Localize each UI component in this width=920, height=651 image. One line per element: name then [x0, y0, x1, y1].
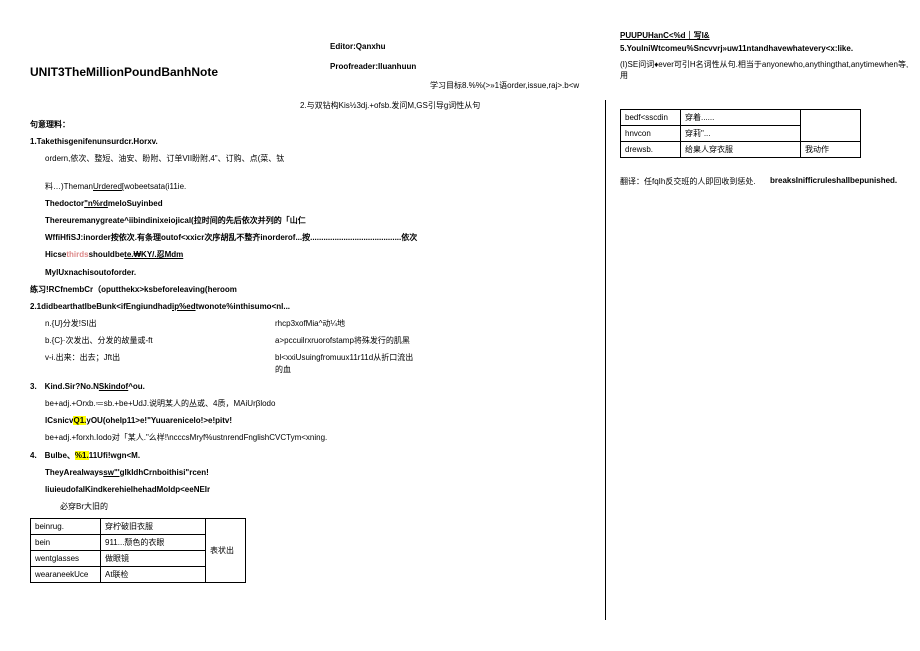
item4-l2: liuieudofalKindkerehielhehadMoIdp<eeNEIr: [45, 484, 600, 495]
cell: 穿柠破旧衣服: [101, 519, 206, 535]
item3-hc: ^ou.: [128, 382, 145, 391]
cell: drewsb.: [621, 142, 681, 158]
item3-hb: Skindof: [99, 382, 128, 391]
item1-l1: ordern,依次、整短、油安、盼附、订单VII盼附,4"、订购、点(菜、钛: [45, 153, 600, 164]
g3r: bl<xxiUsuingfromuux11r11d从折口流出的血: [275, 352, 415, 374]
g1l: n.{U}分发!SI出: [45, 318, 275, 329]
cell: 911...颓色的衣眼: [101, 535, 206, 551]
cell: 做眼镜: [101, 551, 206, 567]
wear-table-left: beinrug. 穿柠破旧衣服 表状出 bein 911...颓色的衣眼 wen…: [30, 518, 246, 583]
item1-l7: MylUxnachisoutoforder.: [45, 267, 600, 278]
cell: hnvcon: [621, 126, 681, 142]
g2l: b.{C}·次发出、分发的故量或-ft: [45, 335, 275, 346]
translation-left: 翻译：任fqIh反交班的人即回收到惩处.: [620, 176, 770, 187]
top-right-line-3: (I)SE问词♦ever可引H名词性从句.相当于anyonewho,anythi…: [620, 59, 910, 81]
cell: bedf<sscdin: [621, 110, 681, 126]
cell: wentglasses: [31, 551, 101, 567]
item1-l6a: Hicse: [45, 250, 66, 259]
item1-l6: Hicsethirdsshouldbete.₩KY/.忍Mdm: [45, 249, 600, 260]
cell: wearaneekUce: [31, 567, 101, 583]
cell: 穿莉"...: [681, 126, 801, 142]
item1-practice: 练习!RCfnembCr（oputthekx>ksbeforeleaving(h…: [30, 284, 600, 295]
left-column: UNIT3TheMillionPoundBanhNote 句意理料： 1.Tak…: [30, 30, 600, 583]
item3-l2a: lCsnicv: [45, 416, 73, 425]
item1-l3c: meloSuyinbed: [108, 199, 163, 208]
item1-l2a: 料…)Theman: [45, 182, 93, 191]
item4-l1: TheyArealwayssw"'gIkIdhCrnboithisi"rcen!: [45, 467, 600, 478]
cell: 表状出: [206, 519, 246, 583]
item3-l2c: yOU(ohelp11>e!"Yuuarenicelo!>e!pitv!: [86, 416, 232, 425]
top-right-line-2: 5.YoulniWtcomeu%Sncvvrj»uw11ntandhavewha…: [620, 44, 910, 53]
item1-l5: WffiHfiSJ:inorder按依次.有条理outof<xxicr次序胡乱不…: [45, 232, 600, 243]
cell: [801, 110, 861, 142]
item4-ha: 4. Bulbe、: [30, 451, 75, 460]
item3-ha: 3. Kind.Sir?No.N: [30, 382, 99, 391]
item1-l2b: Urdered: [93, 182, 122, 191]
item3-l2: lCsnicvQ1.yOU(ohelp11>e!"Yuuarenicelo!>e…: [45, 415, 600, 426]
item4-l1b: sw"'g: [103, 468, 124, 477]
g3l: v-i.出来：出去；Jft出: [45, 352, 275, 374]
item4-head: 4. Bulbe、%1.11Ufi!wgn<M.: [30, 450, 600, 461]
item1-l3: Thedoctor"n%rdmeloSuyinbed: [45, 198, 600, 209]
item1-l6b: thirds: [66, 250, 88, 259]
unit-title: UNIT3TheMillionPoundBanhNote: [30, 65, 600, 79]
wear-table-right: bedf<sscdin 穿着...... hnvcon 穿莉"... drews…: [620, 109, 861, 158]
ju-title: 句意理料：: [30, 119, 600, 130]
item4-l1c: IkIdhCrnboithisi"rcen!: [125, 468, 209, 477]
item1-l3b: "n%rd: [84, 199, 108, 208]
cell: 给臬人穿衣服: [681, 142, 801, 158]
item3-head: 3. Kind.Sir?No.NSkindof^ou.: [30, 381, 600, 392]
item4-hc: 11Ufi!wgn<M.: [89, 451, 140, 460]
item4-l1a: TheyArealways: [45, 468, 103, 477]
item1-head: 1.Takethisgenifenunsurdcr.Horxv.: [30, 136, 600, 147]
item3-l1: be+adj.+Orxb.≔sb.+be+UdJ.说明某人的丛或、4质，MAiU…: [45, 398, 600, 409]
cell: 穿着......: [681, 110, 801, 126]
table-row: bedf<sscdin 穿着......: [621, 110, 861, 126]
item3-l3: be+adj.+forxh.Iodo对「某人."么样!\ncccsMryf%us…: [45, 432, 600, 443]
cell: 我动作: [801, 142, 861, 158]
top-right-heading: PUUPUHanC<%d｜写I&: [620, 30, 910, 41]
cell: beinrug.: [31, 519, 101, 535]
table-row: beinrug. 穿柠破旧衣服 表状出: [31, 519, 246, 535]
cell: bein: [31, 535, 101, 551]
translation-row: 翻译：任fqIh反交班的人即回收到惩处. breaksInifficrulesh…: [620, 176, 900, 187]
column-divider: [605, 100, 606, 620]
right-column: bedf<sscdin 穿着...... hnvcon 穿莉"... drews…: [620, 105, 900, 187]
item1-l8: 2.1didbearthatIbeBunk<ifEngiundhadip%edt…: [30, 301, 600, 312]
item1-l6d: te.₩KY/.忍Mdm: [124, 250, 183, 259]
translation-right: breaksInifficruleshallbepunished.: [770, 176, 897, 187]
item3-l2b: Q1.: [73, 416, 86, 425]
cell: At联检: [101, 567, 206, 583]
item1-l6c: shouldbe: [89, 250, 125, 259]
item1-l4: Thereuremanygreate^iibindinixeiojical(拉时…: [45, 215, 600, 226]
g2r: a>pccuilrxruorofstamp将殊发行的肌黑: [275, 335, 415, 346]
g1r: rhcp3xofMia^动¼地: [275, 318, 415, 329]
item4-hb: %1.: [75, 451, 89, 460]
item1-l8a: 2.1didbearthatIbeBunk<ifEngiundhad: [30, 302, 172, 311]
item1-l8b: ip%ed: [172, 302, 196, 311]
item1-l8c: twonote%inthisumo<nl...: [196, 302, 290, 311]
item1-l2: 料…)ThemanUrdered[wobeetsata(i11ie.: [45, 181, 600, 192]
item1-l2c: [wobeetsata(i11ie.: [122, 182, 186, 191]
table-row: drewsb. 给臬人穿衣服 我动作: [621, 142, 861, 158]
item4-must: 必穿Br大旧的: [60, 501, 600, 512]
item1-l3a: Thedoctor: [45, 199, 84, 208]
